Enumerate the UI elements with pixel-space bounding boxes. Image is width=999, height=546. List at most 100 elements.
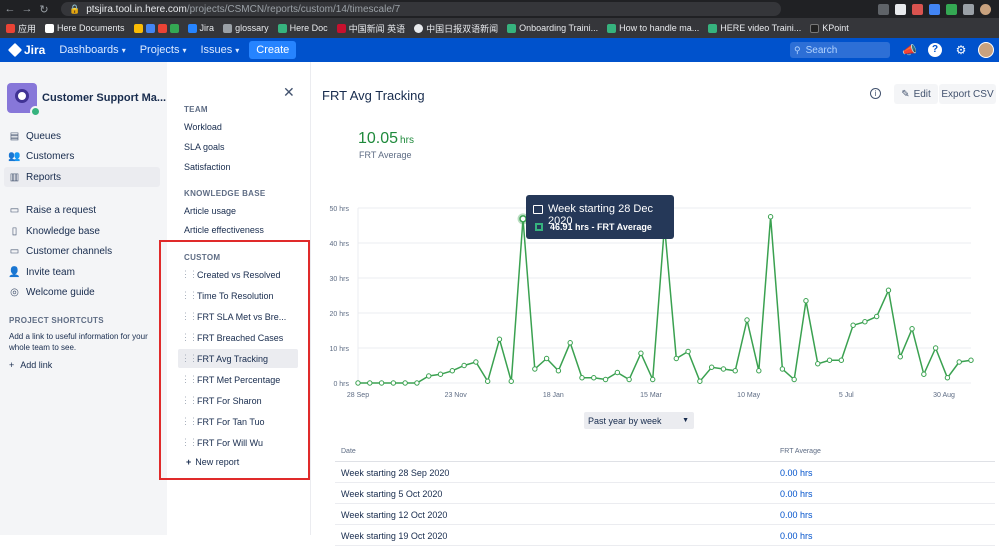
data-point [390, 380, 397, 386]
report-link-article-effectiveness[interactable]: Article effectiveness [184, 225, 264, 235]
report-link-article-usage[interactable]: Article usage [184, 206, 237, 216]
bookmark[interactable]: HERE video Traini... [708, 23, 801, 33]
gear-icon[interactable]: ⚙ [955, 43, 967, 57]
url-host: ptsjira.tool.in.here.com [86, 3, 187, 15]
x-tick-label: 18 Jan [543, 392, 564, 399]
custom-report-item-active[interactable]: ⋮⋮ FRT Avg Tracking [178, 349, 298, 368]
sidebar-item-customers[interactable]: 👥 Customers [8, 150, 75, 162]
bookmark[interactable]: Jira [187, 23, 214, 33]
url-bar[interactable]: 🔒 ptsjira.tool.in.here.com /projects/CSM… [61, 2, 781, 16]
export-csv-button[interactable]: Export CSV [939, 84, 996, 104]
edit-button[interactable]: ✎ Edit [894, 84, 938, 104]
data-point [944, 375, 951, 381]
project-header[interactable]: Customer Support Ma... [7, 83, 167, 117]
raise-request-icon: ▭ [9, 204, 20, 216]
data-point [732, 368, 738, 374]
knowledge-base-icon: ▯ [11, 225, 18, 237]
data-point [779, 366, 786, 372]
project-sidebar: Customer Support Ma... ▤ Queues 👥 Customer… [0, 62, 167, 535]
extension-icon[interactable] [946, 3, 957, 15]
bookmark[interactable] [133, 23, 179, 33]
sidebar-item-customer-channels[interactable]: ▭ Customer channels [9, 245, 113, 257]
bookmark[interactable]: 中国新闻 英语 [336, 22, 405, 35]
x-tick-label: 23 Nov [445, 392, 468, 399]
data-point [815, 361, 821, 367]
bookmark[interactable]: glossary [223, 23, 269, 33]
tooltip-title: Week starting 28 Dec 2020 [548, 203, 653, 227]
custom-report-item[interactable]: ⋮⋮ FRT For Tan Tuo [181, 416, 265, 427]
page-title: FRT Avg Tracking [322, 88, 425, 103]
chevron-down-icon: ▾ [235, 46, 240, 55]
nav-dashboards[interactable]: Dashboards ▾ [59, 44, 126, 56]
help-icon[interactable]: ? [928, 43, 942, 57]
custom-report-item[interactable]: ⋮⋮ Time To Resolution [181, 290, 274, 301]
extension-icon[interactable] [912, 3, 923, 15]
jira-logo[interactable]: Jira [7, 42, 45, 58]
annotation-highlight-box [159, 240, 310, 480]
avatar[interactable] [978, 42, 994, 58]
data-point [555, 368, 562, 374]
chevron-down-icon: ▾ [182, 46, 187, 55]
x-tick-label: 28 Sep [347, 392, 369, 399]
x-tick-label: 5 Jul [839, 392, 854, 399]
jira-logo-icon [7, 42, 23, 58]
data-point [850, 322, 856, 328]
sidebar-item-queues[interactable]: ▤ Queues [9, 130, 62, 142]
custom-report-item[interactable]: ⋮⋮ Created vs Resolved [181, 269, 281, 280]
pencil-icon: ✎ [901, 88, 910, 100]
custom-report-item[interactable]: ⋮⋮ FRT Met Percentage [181, 374, 281, 385]
custom-report-item[interactable]: ⋮⋮ FRT Breached Cases [181, 332, 284, 343]
data-point [461, 362, 467, 369]
puzzle-icon[interactable] [963, 3, 974, 15]
project-name: Customer Support Ma... [42, 92, 167, 104]
x-tick-label: 10 May [737, 392, 760, 399]
extension-icon[interactable] [878, 3, 889, 15]
new-report-button[interactable]: + New report [186, 457, 240, 467]
sidebar-item-invite-team[interactable]: 👤 Invite team [8, 266, 75, 278]
bookmark[interactable]: Onboarding Traini... [507, 23, 598, 33]
sidebar-item-welcome-guide[interactable]: ◎ Welcome guide [10, 286, 95, 298]
search-input[interactable]: ⚲ Search [790, 42, 890, 58]
table-header-date: Date [341, 448, 356, 455]
close-icon[interactable]: ✕ [283, 84, 295, 100]
report-link-satisfaction[interactable]: Satisfaction [184, 162, 231, 172]
data-point [532, 366, 538, 372]
reload-icon[interactable]: ↻ [39, 3, 49, 16]
plus-icon: + [9, 360, 15, 370]
nav-projects[interactable]: Projects ▾ [139, 44, 187, 56]
data-point [885, 287, 892, 293]
report-link-workload[interactable]: Workload [184, 122, 222, 132]
report-link-sla-goals[interactable]: SLA goals [184, 142, 225, 152]
custom-report-item[interactable]: ⋮⋮ FRT SLA Met vs Bre... [181, 311, 287, 322]
bookmark[interactable]: How to handle ma... [607, 23, 699, 33]
bookmark[interactable]: Here Doc [277, 23, 328, 33]
bookmark[interactable]: Here Documents [45, 23, 125, 33]
info-icon[interactable]: i [870, 88, 881, 99]
bookmark-icon [277, 23, 287, 33]
create-button[interactable]: Create [249, 41, 297, 59]
project-logo-icon [15, 89, 29, 103]
compass-icon: ◎ [10, 286, 19, 298]
period-select[interactable]: Past year by week ▼ [584, 412, 694, 429]
sidebar-item-knowledge-base[interactable]: ▯ Knowledge base [0, 221, 160, 241]
back-icon[interactable]: ← [4, 3, 16, 15]
extension-icon[interactable] [895, 3, 906, 15]
bookmark[interactable]: KPoint [810, 23, 849, 33]
add-link-button[interactable]: + Add link [9, 360, 53, 370]
custom-report-item[interactable]: ⋮⋮ FRT For Sharon [181, 395, 262, 406]
custom-report-item[interactable]: ⋮⋮ FRT For Will Wu [181, 437, 264, 448]
forward-icon[interactable]: → [21, 3, 33, 15]
sidebar-item-reports[interactable]: ▥ Reports [4, 167, 160, 187]
sidebar-item-raise-request[interactable]: ▭ Raise a request [9, 204, 97, 216]
data-point [673, 355, 679, 362]
invite-user-icon: 👤 [8, 266, 21, 278]
project-shortcuts-title: PROJECT SHORTCUTS [9, 316, 104, 325]
extension-icon[interactable] [929, 3, 940, 15]
bookmark-apps[interactable]: 应用 [6, 22, 36, 35]
profile-icon[interactable] [980, 3, 991, 15]
nav-issues[interactable]: Issues ▾ [200, 44, 240, 56]
notifications-icon[interactable]: 📣 [902, 43, 917, 57]
y-tick-label: 30 hrs [330, 276, 350, 283]
calendar-icon [533, 205, 543, 214]
bookmark[interactable]: 中国日报双语新闻 [414, 22, 498, 35]
